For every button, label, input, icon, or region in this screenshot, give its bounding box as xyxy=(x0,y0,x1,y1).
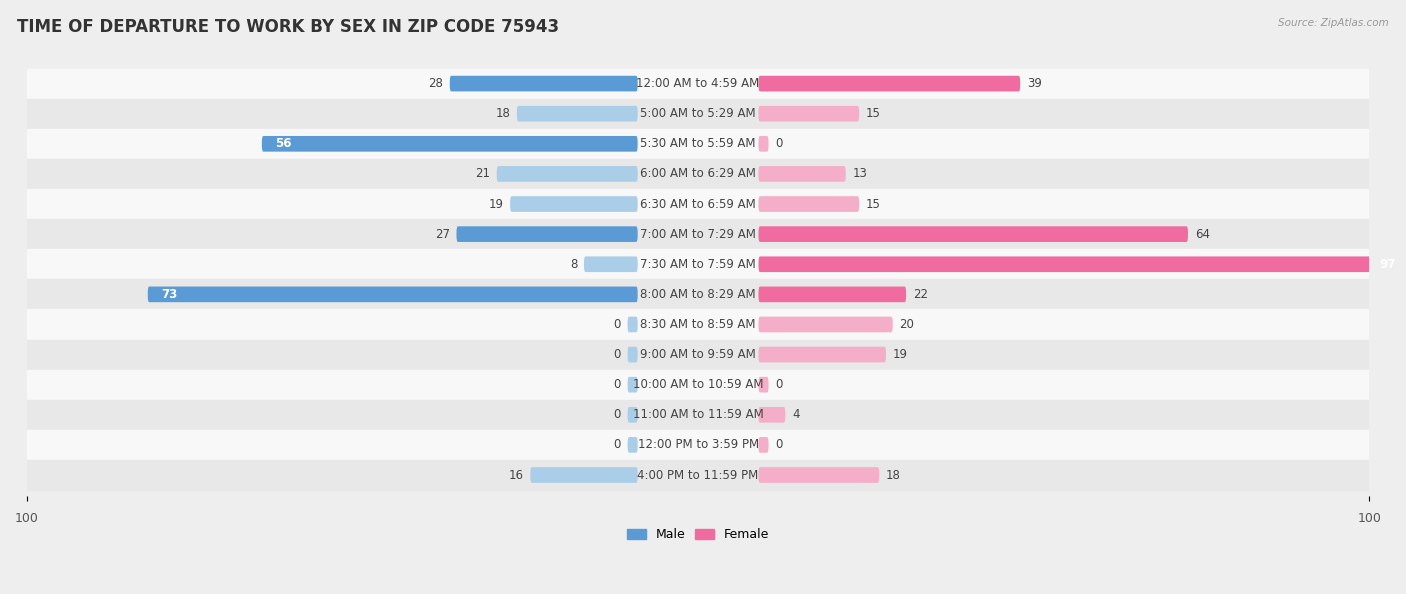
Legend: Male, Female: Male, Female xyxy=(621,523,775,546)
Text: 97: 97 xyxy=(1379,258,1396,271)
Text: 56: 56 xyxy=(276,137,292,150)
Text: 28: 28 xyxy=(429,77,443,90)
Text: 22: 22 xyxy=(912,288,928,301)
FancyBboxPatch shape xyxy=(148,286,638,302)
Text: 64: 64 xyxy=(1195,228,1209,241)
Bar xyxy=(27,279,1369,309)
Text: 6:00 AM to 6:29 AM: 6:00 AM to 6:29 AM xyxy=(640,168,756,181)
FancyBboxPatch shape xyxy=(530,467,638,483)
FancyBboxPatch shape xyxy=(627,347,638,362)
Bar xyxy=(27,400,1369,430)
Text: 6:30 AM to 6:59 AM: 6:30 AM to 6:59 AM xyxy=(640,198,756,210)
FancyBboxPatch shape xyxy=(758,317,893,332)
Text: 9:00 AM to 9:59 AM: 9:00 AM to 9:59 AM xyxy=(640,348,756,361)
Text: 8:30 AM to 8:59 AM: 8:30 AM to 8:59 AM xyxy=(640,318,756,331)
Text: 0: 0 xyxy=(613,378,621,391)
FancyBboxPatch shape xyxy=(627,437,638,453)
Text: 13: 13 xyxy=(852,168,868,181)
FancyBboxPatch shape xyxy=(758,196,859,212)
FancyBboxPatch shape xyxy=(627,317,638,332)
FancyBboxPatch shape xyxy=(496,166,638,182)
Text: 4: 4 xyxy=(792,408,800,421)
Text: 0: 0 xyxy=(775,378,783,391)
FancyBboxPatch shape xyxy=(758,166,846,182)
Text: 73: 73 xyxy=(162,288,177,301)
Text: 0: 0 xyxy=(613,318,621,331)
FancyBboxPatch shape xyxy=(758,106,859,122)
Text: 39: 39 xyxy=(1026,77,1042,90)
Text: 27: 27 xyxy=(434,228,450,241)
Bar xyxy=(27,189,1369,219)
Text: 18: 18 xyxy=(886,469,901,482)
Bar xyxy=(27,460,1369,490)
Text: 12:00 AM to 4:59 AM: 12:00 AM to 4:59 AM xyxy=(637,77,759,90)
FancyBboxPatch shape xyxy=(262,136,638,151)
Text: 8: 8 xyxy=(569,258,578,271)
Bar xyxy=(27,369,1369,400)
Bar xyxy=(27,430,1369,460)
Text: 0: 0 xyxy=(775,438,783,451)
Text: 0: 0 xyxy=(613,408,621,421)
FancyBboxPatch shape xyxy=(510,196,638,212)
Text: 11:00 AM to 11:59 AM: 11:00 AM to 11:59 AM xyxy=(633,408,763,421)
Text: 0: 0 xyxy=(613,438,621,451)
Bar xyxy=(27,68,1369,99)
Text: 21: 21 xyxy=(475,168,491,181)
Text: 16: 16 xyxy=(509,469,523,482)
Text: Source: ZipAtlas.com: Source: ZipAtlas.com xyxy=(1278,18,1389,28)
Text: 19: 19 xyxy=(893,348,908,361)
Bar xyxy=(27,309,1369,340)
Text: 12:00 PM to 3:59 PM: 12:00 PM to 3:59 PM xyxy=(637,438,759,451)
Bar xyxy=(27,340,1369,369)
Text: 15: 15 xyxy=(866,198,880,210)
Bar xyxy=(27,99,1369,129)
Text: 5:30 AM to 5:59 AM: 5:30 AM to 5:59 AM xyxy=(640,137,756,150)
Text: 8:00 AM to 8:29 AM: 8:00 AM to 8:29 AM xyxy=(640,288,756,301)
FancyBboxPatch shape xyxy=(627,377,638,393)
FancyBboxPatch shape xyxy=(758,257,1406,272)
Text: 0: 0 xyxy=(613,348,621,361)
FancyBboxPatch shape xyxy=(758,226,1188,242)
FancyBboxPatch shape xyxy=(758,467,879,483)
Text: 15: 15 xyxy=(866,107,880,120)
FancyBboxPatch shape xyxy=(758,377,769,393)
Text: 10:00 AM to 10:59 AM: 10:00 AM to 10:59 AM xyxy=(633,378,763,391)
Text: 0: 0 xyxy=(775,137,783,150)
Text: 20: 20 xyxy=(900,318,914,331)
FancyBboxPatch shape xyxy=(627,407,638,422)
Bar xyxy=(27,249,1369,279)
FancyBboxPatch shape xyxy=(758,407,786,422)
FancyBboxPatch shape xyxy=(758,437,769,453)
Text: 7:30 AM to 7:59 AM: 7:30 AM to 7:59 AM xyxy=(640,258,756,271)
FancyBboxPatch shape xyxy=(758,286,905,302)
FancyBboxPatch shape xyxy=(517,106,638,122)
Bar xyxy=(27,129,1369,159)
FancyBboxPatch shape xyxy=(450,76,638,91)
Bar xyxy=(27,219,1369,249)
FancyBboxPatch shape xyxy=(457,226,638,242)
Text: 4:00 PM to 11:59 PM: 4:00 PM to 11:59 PM xyxy=(637,469,759,482)
Bar xyxy=(27,159,1369,189)
Text: 18: 18 xyxy=(495,107,510,120)
Text: 7:00 AM to 7:29 AM: 7:00 AM to 7:29 AM xyxy=(640,228,756,241)
FancyBboxPatch shape xyxy=(758,136,769,151)
FancyBboxPatch shape xyxy=(758,347,886,362)
Text: 5:00 AM to 5:29 AM: 5:00 AM to 5:29 AM xyxy=(640,107,756,120)
Text: TIME OF DEPARTURE TO WORK BY SEX IN ZIP CODE 75943: TIME OF DEPARTURE TO WORK BY SEX IN ZIP … xyxy=(17,18,560,36)
FancyBboxPatch shape xyxy=(583,257,638,272)
Text: 19: 19 xyxy=(488,198,503,210)
FancyBboxPatch shape xyxy=(758,76,1021,91)
